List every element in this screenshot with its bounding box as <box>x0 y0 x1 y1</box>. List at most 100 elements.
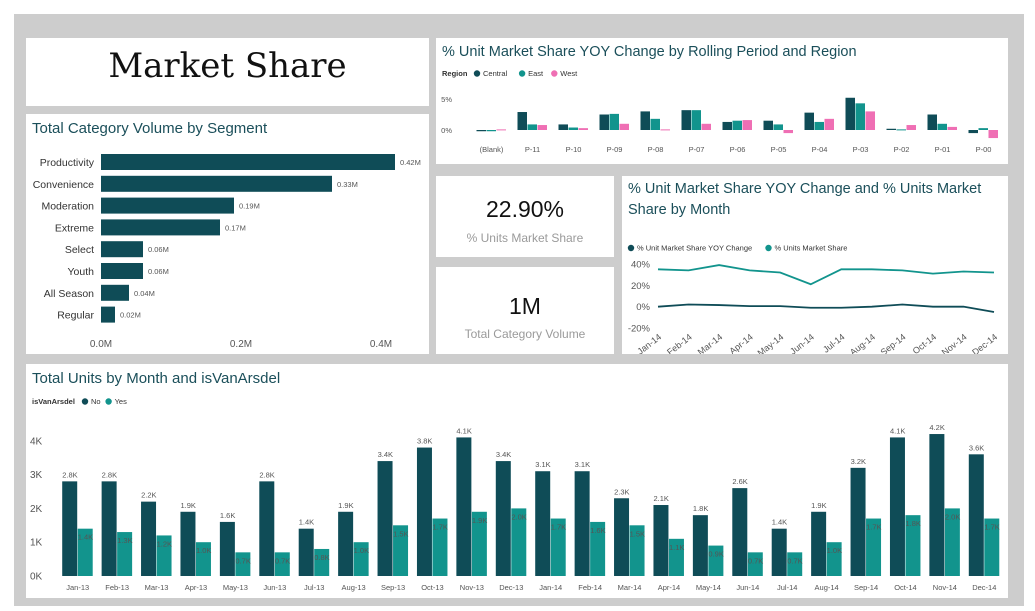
legend-marker-central <box>473 70 481 77</box>
data-label: 1.9K <box>472 516 487 525</box>
bar-yes-aug-13 <box>353 542 369 576</box>
category-label: Convenience <box>33 179 94 191</box>
segment-volume-chart[interactable]: Productivity 0.42M Convenience 0.33M Moderat… <box>26 114 429 354</box>
bar-yes-sep-14 <box>866 518 882 576</box>
x-tick-label: Aug-14 <box>815 583 839 592</box>
category-label: Productivity <box>40 157 95 169</box>
data-label: 1.5K <box>630 529 645 538</box>
data-label: 2.8K <box>102 470 117 479</box>
bar-yes-oct-14 <box>905 515 921 576</box>
data-label: 1.6K <box>590 526 605 535</box>
market-share-card[interactable]: 22.90% % Units Market Share <box>436 176 614 257</box>
data-label: 0.19M <box>239 202 260 211</box>
bar-central-p-00 <box>968 130 978 134</box>
bar-central-p-04 <box>804 112 814 130</box>
bar-yes-jul-14 <box>787 552 803 576</box>
category-label: Regular <box>57 310 94 322</box>
legend-label: % Unit Market Share YOY Change <box>637 244 752 253</box>
data-label: 0.7K <box>787 556 802 565</box>
x-tick-label: P-01 <box>935 145 951 154</box>
y-tick-label: 3K <box>30 470 43 481</box>
segment-volume-tile[interactable]: Total Category Volume by Segment Product… <box>26 114 429 354</box>
bar-no-sep-13 <box>377 461 393 576</box>
data-label: 1.2K <box>157 539 172 548</box>
bar-no-mar-14 <box>614 498 630 576</box>
data-label: 1.6K <box>220 511 235 520</box>
x-tick-label: Jul-14 <box>821 332 846 354</box>
x-tick-label: Jan-14 <box>539 583 562 592</box>
units-by-month-tile[interactable]: Total Units by Month and isVanArsdel isV… <box>26 364 1008 598</box>
x-tick-label: P-03 <box>853 145 869 154</box>
data-label: 2.0K <box>945 512 960 521</box>
bar-yes-mar-13 <box>156 535 172 576</box>
legend-label: Yes <box>115 397 127 406</box>
x-tick-label: P-11 <box>525 145 540 154</box>
data-label: 1.4K <box>78 533 93 542</box>
region-yoy-tile[interactable]: % Unit Market Share YOY Change by Rollin… <box>436 38 1008 164</box>
legend-marker-no <box>81 398 89 405</box>
data-label: 0.42M <box>400 158 421 167</box>
bar-no-may-14 <box>692 515 708 576</box>
bar-central-p-03 <box>845 97 855 130</box>
legend-title: isVanArsdel <box>32 397 75 406</box>
data-label: 1.0K <box>827 546 842 555</box>
x-tick-label: May-13 <box>223 583 248 592</box>
series-line-units-market-share <box>657 264 995 286</box>
y-tick-label: 5% <box>441 95 452 104</box>
category-label: Moderation <box>41 201 94 213</box>
bar-yes-mar-14 <box>629 525 645 576</box>
bar-no-apr-14 <box>653 505 669 576</box>
x-tick-label: Jan-13 <box>66 583 89 592</box>
bar-no-may-13 <box>219 521 235 576</box>
region-yoy-chart[interactable]: Region Central East West 5% 0% (Blank) P-11 P-10… <box>436 38 1008 164</box>
legend-label: % Units Market Share <box>775 244 848 253</box>
legend-marker-units-market-share <box>765 244 772 252</box>
y-tick-label: -20% <box>628 324 651 335</box>
data-label: 1.8K <box>693 504 708 513</box>
bar-yes-may-13 <box>235 552 251 576</box>
data-label: 2.1K <box>653 494 668 503</box>
bar-central-blank <box>476 130 486 132</box>
x-tick-label: Apr-14 <box>658 583 681 592</box>
data-label: 1.4K <box>299 518 314 527</box>
bar-west-p-03 <box>865 111 875 130</box>
bar-all-season <box>101 284 129 301</box>
bar-yes-feb-14 <box>590 521 606 576</box>
bar-east-p-11 <box>527 124 537 130</box>
legend-label: West <box>560 69 578 78</box>
bar-no-aug-13 <box>338 511 354 576</box>
data-label: 1.9K <box>338 501 353 510</box>
data-label: 2.8K <box>259 470 274 479</box>
data-label: 0.7K <box>275 556 290 565</box>
monthly-share-chart[interactable]: % Unit Market Share YOY Change % Units Ma… <box>622 176 1008 354</box>
x-tick-label: Nov-14 <box>940 332 969 354</box>
category-label: All Season <box>44 288 94 300</box>
data-label: 1.8K <box>905 519 920 528</box>
y-tick-label: 0% <box>441 126 452 135</box>
category-volume-card[interactable]: 1M Total Category Volume <box>436 267 614 354</box>
bar-yes-may-14 <box>708 545 724 576</box>
bar-no-jul-13 <box>298 528 314 576</box>
x-tick-label: P-02 <box>894 145 910 154</box>
x-tick-label: 0.0M <box>90 339 112 350</box>
x-tick-label: Sep-13 <box>381 583 405 592</box>
bar-east-p-00 <box>978 128 988 130</box>
legend-marker-yes <box>105 398 112 405</box>
x-tick-label: Jul-14 <box>777 583 797 592</box>
bar-yes-apr-14 <box>668 538 684 576</box>
data-label: 1.0K <box>196 546 211 555</box>
x-tick-label: Dec-13 <box>499 583 523 592</box>
bar-east-p-06 <box>732 120 742 130</box>
x-tick-label: P-04 <box>812 145 828 154</box>
data-label: 1.9K <box>180 501 195 510</box>
data-label: 3.1K <box>575 460 590 469</box>
bar-yes-feb-13 <box>117 532 133 576</box>
bar-yes-dec-13 <box>511 508 527 576</box>
bar-no-jun-14 <box>732 488 748 576</box>
bar-no-nov-14 <box>929 434 945 576</box>
y-tick-label: 0% <box>636 302 650 313</box>
units-by-month-chart[interactable]: isVanArsdel No Yes 4K 3K 2K 1K 0K 2.8K 1.4K Jan-13… <box>26 364 1008 598</box>
x-tick-label: Oct-14 <box>911 332 938 354</box>
monthly-share-tile[interactable]: % Unit Market Share YOY Change and % Uni… <box>622 176 1008 354</box>
bar-yes-jan-13 <box>77 528 93 576</box>
